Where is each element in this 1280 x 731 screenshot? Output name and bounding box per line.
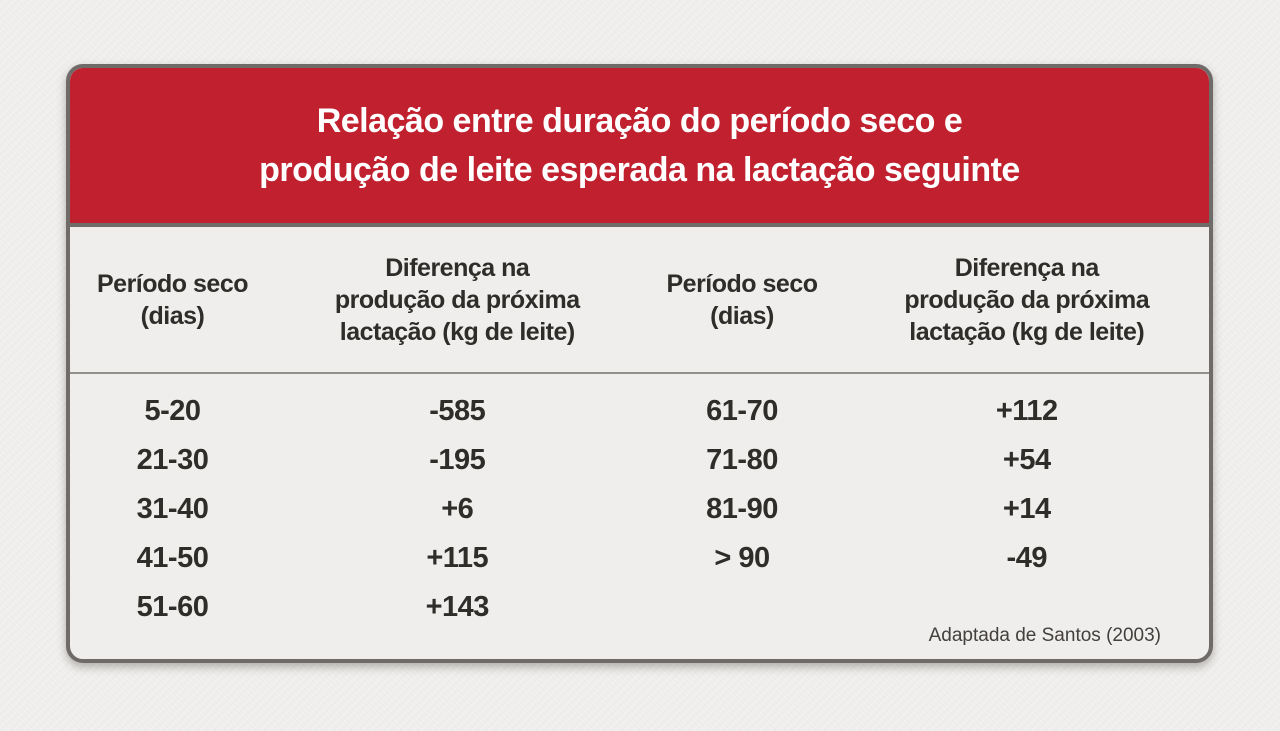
header-diff-right: Diferença na produção da próxima lactaçã… [904, 253, 1150, 346]
period-cell: 41-50 [136, 542, 209, 574]
diff-cell: +6 [441, 493, 474, 525]
period-cell: 81-90 [706, 493, 778, 525]
source-note: Adaptada de Santos (2003) [928, 625, 1161, 646]
table-row: 71-80 +54 [640, 436, 1210, 485]
table-card: Relação entre duração do período seco e … [66, 64, 1213, 663]
table-row: 51-60 +143 [70, 583, 640, 632]
table-body: 5-20 -585 21-30 -195 31-40 +6 41-50 +115… [70, 374, 1209, 632]
header-period-right: Período seco (dias) [666, 269, 819, 330]
header-period-left: Período seco (dias) [97, 269, 249, 330]
diff-cell: -195 [429, 444, 486, 476]
diff-cell: +14 [1002, 493, 1051, 525]
table-row: 81-90 +14 [640, 485, 1210, 534]
diff-cell: +143 [425, 591, 490, 623]
table-left-half: 5-20 -585 21-30 -195 31-40 +6 41-50 +115… [70, 387, 640, 632]
card-title: Relação entre duração do período seco e … [259, 101, 1020, 189]
diff-cell: +54 [1002, 444, 1051, 476]
diff-cell: -49 [1006, 542, 1048, 574]
period-cell: 51-60 [136, 591, 209, 623]
period-cell: 31-40 [136, 493, 209, 525]
card-header: Relação entre duração do período seco e … [70, 68, 1209, 227]
table-header-left: Período seco (dias) Diferença na produçã… [70, 227, 640, 372]
period-cell: > 90 [714, 542, 770, 574]
table-row: > 90 -49 [640, 534, 1210, 583]
diff-cell: +115 [426, 542, 489, 574]
period-cell: 21-30 [136, 444, 209, 476]
table-row: 21-30 -195 [70, 436, 640, 485]
table-right-half: 61-70 +112 71-80 +54 81-90 +14 > 90 -49 [640, 387, 1210, 632]
diff-cell: -585 [429, 395, 486, 427]
table-header-right: Período seco (dias) Diferença na produçã… [640, 227, 1210, 372]
header-diff-left: Diferença na produção da próxima lactaçã… [334, 253, 580, 346]
table-header-row: Período seco (dias) Diferença na produçã… [70, 227, 1209, 374]
table-row: 31-40 +6 [70, 485, 640, 534]
period-cell: 61-70 [706, 395, 778, 427]
diff-cell: +112 [995, 395, 1058, 427]
table-row: 61-70 +112 [640, 387, 1210, 436]
period-cell: 5-20 [144, 395, 201, 427]
table-row: 41-50 +115 [70, 534, 640, 583]
period-cell: 71-80 [706, 444, 778, 476]
table-row: 5-20 -585 [70, 387, 640, 436]
